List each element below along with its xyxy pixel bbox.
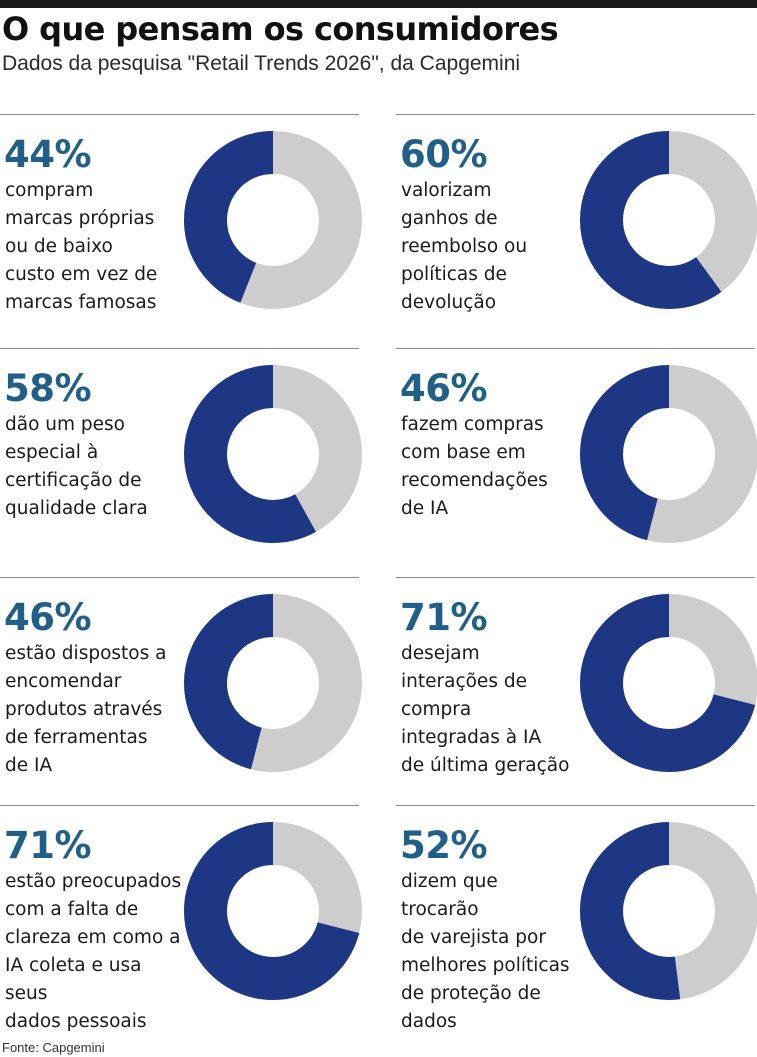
donut-value-slice xyxy=(580,822,757,1000)
page-title: O que pensam os consumidores xyxy=(2,10,559,48)
donut-chart xyxy=(184,822,362,1000)
description-line: custo em vez de xyxy=(5,264,158,285)
description-line: políticas de xyxy=(401,264,507,285)
donut-chart xyxy=(184,365,362,543)
stat-description: dizem que trocarão de varejista por melhor… xyxy=(401,868,581,1036)
description-line: de IA xyxy=(5,755,53,776)
description-line: dados xyxy=(401,1011,457,1032)
stat-description: compram marcas próprias ou de baixo custo e… xyxy=(5,177,185,317)
description-line: marcas próprias xyxy=(5,208,155,229)
description-line: encomendar xyxy=(5,671,122,692)
stat-description: dão um peso especial à certificação de qual… xyxy=(5,411,185,523)
description-line: especial à xyxy=(5,442,99,463)
stat-percentage: 46% xyxy=(400,367,488,410)
description-line: dados pessoais xyxy=(5,1011,147,1032)
description-line: melhores políticas xyxy=(401,955,570,976)
donut-chart xyxy=(580,131,757,309)
stat-card: 71% estão preocupados com a falta de clarez… xyxy=(0,805,362,1032)
stat-percentage: 71% xyxy=(4,824,92,867)
stat-description: estão preocupados com a falta de clareza e… xyxy=(5,868,185,1036)
donut-value-slice xyxy=(184,594,362,772)
stat-card: 46% estão dispostos a encomendar produtos a… xyxy=(0,577,362,788)
stat-percentage: 71% xyxy=(400,596,488,639)
donut-value-slice xyxy=(580,594,757,772)
page-subtitle: Dados da pesquisa "Retail Trends 2026", … xyxy=(2,52,521,75)
description-line: estão dispostos a xyxy=(5,643,167,664)
donut-chart xyxy=(184,131,362,309)
description-line: de proteção de xyxy=(401,983,541,1004)
description-line: marcas famosas xyxy=(5,292,157,313)
stat-description: valorizam ganhos de reembolso ou políticas … xyxy=(401,177,581,317)
stat-percentage: 60% xyxy=(400,133,488,176)
description-line: dizem que trocarão xyxy=(401,871,498,920)
stat-card: 44% compram marcas próprias ou de baixo cust… xyxy=(0,114,362,325)
description-line: estão preocupados xyxy=(5,871,182,892)
description-line: de varejista por xyxy=(401,927,546,948)
description-line: produtos através xyxy=(5,699,163,720)
description-line: reembolso ou xyxy=(401,236,528,257)
stat-description: estão dispostos a encomendar produtos atra… xyxy=(5,640,185,780)
stat-card: 58% dão um peso especial à certificação de q… xyxy=(0,348,362,559)
description-line: certificação de xyxy=(5,470,142,491)
stat-card: 60% valorizam ganhos de reembolso ou polític… xyxy=(396,114,757,325)
description-line: ganhos de xyxy=(401,208,498,229)
description-line: interações de xyxy=(401,671,527,692)
stat-percentage: 58% xyxy=(4,367,92,410)
donut-value-slice xyxy=(580,365,757,543)
description-line: valorizam xyxy=(401,180,492,201)
description-line: compra xyxy=(401,699,472,720)
stat-description: fazem compras com base em recomendações de … xyxy=(401,411,581,523)
stat-description: desejam interações de compra integradas à I… xyxy=(401,640,581,780)
top-rule xyxy=(0,0,757,8)
source-note: Fonte: Capgemini xyxy=(2,1040,105,1055)
description-line: desejam xyxy=(401,643,480,664)
donut-chart xyxy=(184,594,362,772)
stat-card: 52% dizem que trocarão de varejista por mel… xyxy=(396,805,757,1032)
description-line: de ferramentas xyxy=(5,727,148,748)
stat-percentage: 44% xyxy=(4,133,92,176)
description-line: clareza em como a xyxy=(5,927,181,948)
description-line: com base em xyxy=(401,442,526,463)
description-line: de IA xyxy=(401,498,449,519)
donut-value-slice xyxy=(184,131,362,309)
donut-value-slice xyxy=(184,365,362,543)
stat-card: 46% fazem compras com base em recomendações… xyxy=(396,348,757,559)
description-line: com a falta de xyxy=(5,899,139,920)
description-line: qualidade clara xyxy=(5,498,148,519)
description-line: de última geração xyxy=(401,755,570,776)
description-line: integradas à IA xyxy=(401,727,542,748)
stat-percentage: 46% xyxy=(4,596,92,639)
description-line: ou de baixo xyxy=(5,236,113,257)
description-line: compram xyxy=(5,180,94,201)
description-line: devolução xyxy=(401,292,497,313)
donut-value-slice xyxy=(184,822,362,1000)
description-line: IA coleta e usa seus xyxy=(5,955,142,1004)
donut-chart xyxy=(580,365,757,543)
donut-chart xyxy=(580,822,757,1000)
donut-chart xyxy=(580,594,757,772)
stat-card: 71% desejam interações de compra integradas … xyxy=(396,577,757,788)
description-line: recomendações xyxy=(401,470,548,491)
description-line: dão um peso xyxy=(5,414,125,435)
description-line: fazem compras xyxy=(401,414,544,435)
stat-percentage: 52% xyxy=(400,824,488,867)
donut-value-slice xyxy=(580,131,757,309)
